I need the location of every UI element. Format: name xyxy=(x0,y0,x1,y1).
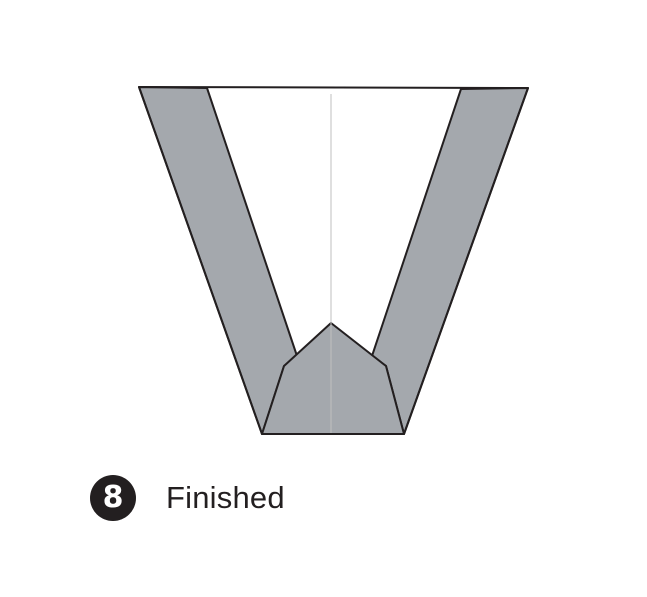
step-caption: 8 Finished xyxy=(90,474,285,522)
step-label: Finished xyxy=(166,480,285,515)
shape-outline xyxy=(138,86,529,435)
step-number-badge: 8 xyxy=(90,475,136,521)
